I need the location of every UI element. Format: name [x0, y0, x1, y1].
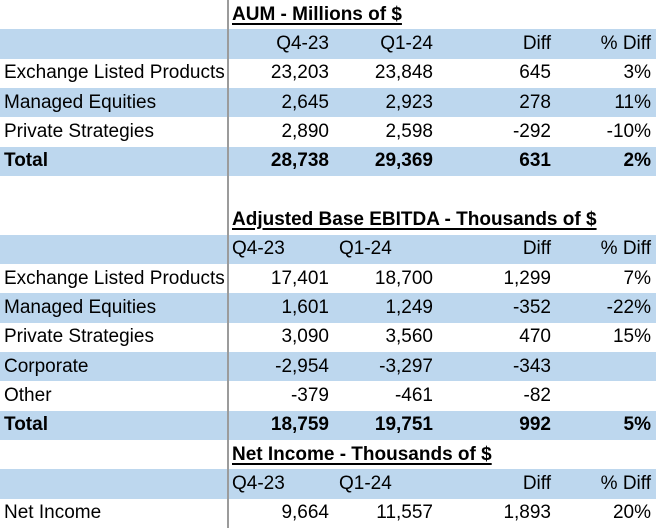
q1-24-cell[interactable]: 3,560 — [385, 326, 433, 348]
q1-24-cell[interactable]: 2,923 — [385, 91, 433, 113]
q1-24-column-header[interactable]: Q1-24 — [339, 238, 392, 260]
diff-cell[interactable]: 992 — [519, 414, 551, 436]
table-row: Corporate -2,954 -3,297 -343 — [0, 351, 656, 382]
q1-24-column-header[interactable]: Q1-24 — [380, 33, 433, 55]
pct-diff-cell[interactable]: 11% — [614, 91, 651, 113]
q1-24-cell[interactable]: 23,848 — [374, 62, 433, 84]
q4-23-cell[interactable]: 23,203 — [270, 62, 329, 84]
row-label[interactable]: Private Strategies — [4, 326, 154, 348]
q4-23-cell[interactable]: 18,759 — [270, 414, 329, 436]
q1-24-cell[interactable]: 18,700 — [374, 267, 433, 289]
aum-header-row: Q4-23 Q1-24 Diff % Diff — [0, 29, 656, 59]
diff-cell[interactable]: -292 — [512, 121, 551, 142]
aum-table-title[interactable]: AUM - Millions of $ — [232, 3, 402, 25]
diff-cell[interactable]: 470 — [519, 326, 551, 348]
row-label[interactable]: Corporate — [4, 355, 89, 377]
q1-24-column-header[interactable]: Q1-24 — [339, 472, 392, 494]
pct-diff-cell[interactable]: -22% — [606, 296, 651, 318]
q4-23-column-header[interactable]: Q4-23 — [276, 33, 329, 55]
total-row: Total 18,759 19,751 992 5% — [0, 410, 656, 440]
diff-cell[interactable]: 645 — [519, 62, 551, 84]
pct-diff-cell[interactable]: 3% — [623, 62, 651, 84]
q1-24-cell[interactable]: 29,369 — [374, 150, 433, 172]
diff-cell[interactable]: -352 — [512, 296, 551, 318]
diff-cell[interactable]: -82 — [523, 384, 551, 406]
table-row: Managed Equities 2,645 2,923 278 11% — [0, 87, 656, 118]
q1-24-cell[interactable]: -3,297 — [379, 355, 433, 377]
pct-diff-cell[interactable]: 15% — [612, 326, 651, 348]
pct-diff-cell[interactable]: -10% — [606, 121, 651, 142]
table-row: Private Strategies 3,090 3,560 470 15% — [0, 323, 656, 352]
diff-cell[interactable]: 278 — [519, 91, 551, 113]
ebitda-table-title[interactable]: Adjusted Base EBITDA - Thousands of $ — [232, 208, 597, 230]
table-row: Net Income 9,664 11,557 1,893 20% — [0, 499, 656, 528]
q4-23-cell[interactable]: 9,664 — [281, 502, 329, 524]
q4-23-column-header[interactable]: Q4-23 — [232, 238, 285, 260]
table-row: Other -379 -461 -82 — [0, 381, 656, 410]
table-row: Exchange Listed Products 23,203 23,848 6… — [0, 59, 656, 88]
q4-23-cell[interactable]: 1,601 — [281, 296, 329, 318]
q1-24-cell[interactable]: 11,557 — [376, 502, 433, 524]
pct-diff-column-header[interactable]: % Diff — [600, 472, 651, 494]
q4-23-cell[interactable]: 17,401 — [270, 267, 329, 289]
pct-diff-cell[interactable]: 7% — [623, 267, 651, 289]
ebitda-title-row: Adjusted Base EBITDA - Thousands of $ — [0, 205, 656, 234]
row-label[interactable]: Other — [4, 384, 52, 406]
q1-24-cell[interactable]: 2,598 — [385, 121, 433, 142]
blank-row — [0, 176, 656, 205]
q4-23-cell[interactable]: 2,890 — [281, 121, 329, 142]
table-row: Private Strategies 2,890 2,598 -292 -10% — [0, 117, 656, 146]
diff-cell[interactable]: 1,893 — [503, 502, 551, 524]
diff-column-header[interactable]: Diff — [522, 33, 551, 55]
q4-23-column-header[interactable]: Q4-23 — [232, 472, 285, 494]
diff-cell[interactable]: 631 — [519, 150, 551, 172]
row-label[interactable]: Total — [4, 150, 48, 172]
diff-column-header[interactable]: Diff — [522, 238, 551, 260]
q4-23-cell[interactable]: 2,645 — [281, 91, 329, 113]
pct-diff-column-header[interactable]: % Diff — [600, 238, 651, 260]
net-income-header-row: Q4-23 Q1-24 Diff % Diff — [0, 469, 656, 499]
row-label[interactable]: Managed Equities — [4, 91, 157, 113]
aum-title-row: AUM - Millions of $ — [0, 0, 656, 29]
q4-23-cell[interactable]: 3,090 — [281, 326, 329, 348]
q1-24-cell[interactable]: -461 — [394, 384, 433, 406]
diff-cell[interactable]: -343 — [512, 355, 551, 377]
pct-diff-cell[interactable]: 5% — [623, 414, 651, 436]
pct-diff-cell[interactable]: 20% — [612, 502, 651, 524]
row-label[interactable]: Private Strategies — [4, 121, 154, 142]
net-income-title-row: Net Income - Thousands of $ — [0, 440, 656, 469]
ebitda-header-row: Q4-23 Q1-24 Diff % Diff — [0, 234, 656, 264]
net-income-table-title[interactable]: Net Income - Thousands of $ — [232, 443, 492, 465]
pct-diff-column-header[interactable]: % Diff — [600, 33, 651, 55]
diff-column-header[interactable]: Diff — [522, 472, 551, 494]
diff-cell[interactable]: 1,299 — [503, 267, 551, 289]
row-label[interactable]: Total — [4, 414, 48, 436]
pct-diff-cell[interactable]: 2% — [623, 150, 651, 172]
row-label[interactable]: Exchange Listed Products — [4, 267, 225, 289]
table-row: Managed Equities 1,601 1,249 -352 -22% — [0, 293, 656, 323]
q4-23-cell[interactable]: -379 — [290, 384, 329, 406]
row-label[interactable]: Managed Equities — [4, 296, 157, 318]
q1-24-cell[interactable]: 19,751 — [374, 414, 433, 436]
row-label[interactable]: Net Income — [4, 502, 102, 524]
q1-24-cell[interactable]: 1,249 — [385, 296, 433, 318]
table-row: Exchange Listed Products 17,401 18,700 1… — [0, 264, 656, 293]
total-row: Total 28,738 29,369 631 2% — [0, 146, 656, 176]
row-label[interactable]: Exchange Listed Products — [4, 62, 225, 84]
column-gridline — [227, 0, 229, 528]
q4-23-cell[interactable]: 28,738 — [270, 150, 329, 172]
q4-23-cell[interactable]: -2,954 — [275, 355, 329, 377]
